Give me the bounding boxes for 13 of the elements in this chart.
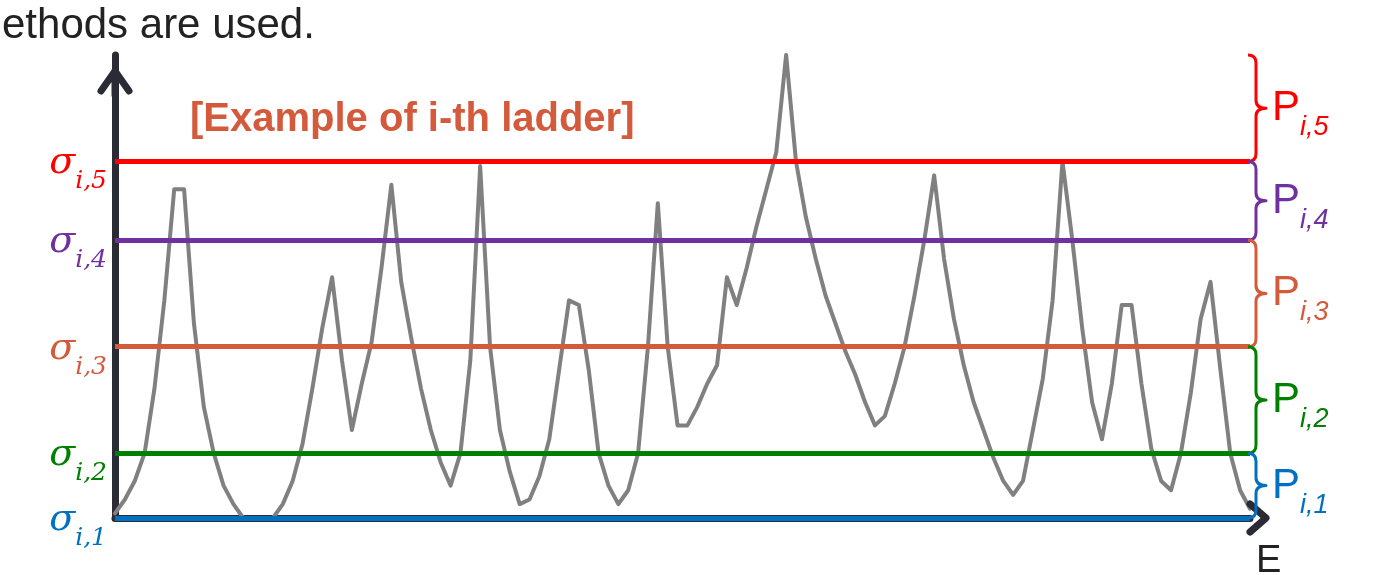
ref-line-label: σ$_{i,1}$	[49, 495, 107, 551]
ref-line-label: σ$_{i,3}$	[49, 323, 107, 380]
text: P$_{i,3}$	[1272, 267, 1329, 327]
text: ethods are used.	[2, 0, 315, 47]
text: P$_{i,2}$	[1272, 373, 1329, 433]
text: P$_{i,5}$	[1272, 82, 1330, 142]
ref-line-label: σ$_{i,5}$	[49, 138, 107, 194]
ref-line-label: σ$_{i,4}$	[49, 217, 107, 273]
text: [Example of i-th ladder]	[190, 95, 635, 139]
text: P$_{i,1}$	[1272, 459, 1329, 519]
x-axis-title: E	[1256, 538, 1282, 575]
text: P$_{i,4}$	[1272, 174, 1329, 234]
ref-line-label: σ$_{i,2}$	[49, 430, 107, 486]
